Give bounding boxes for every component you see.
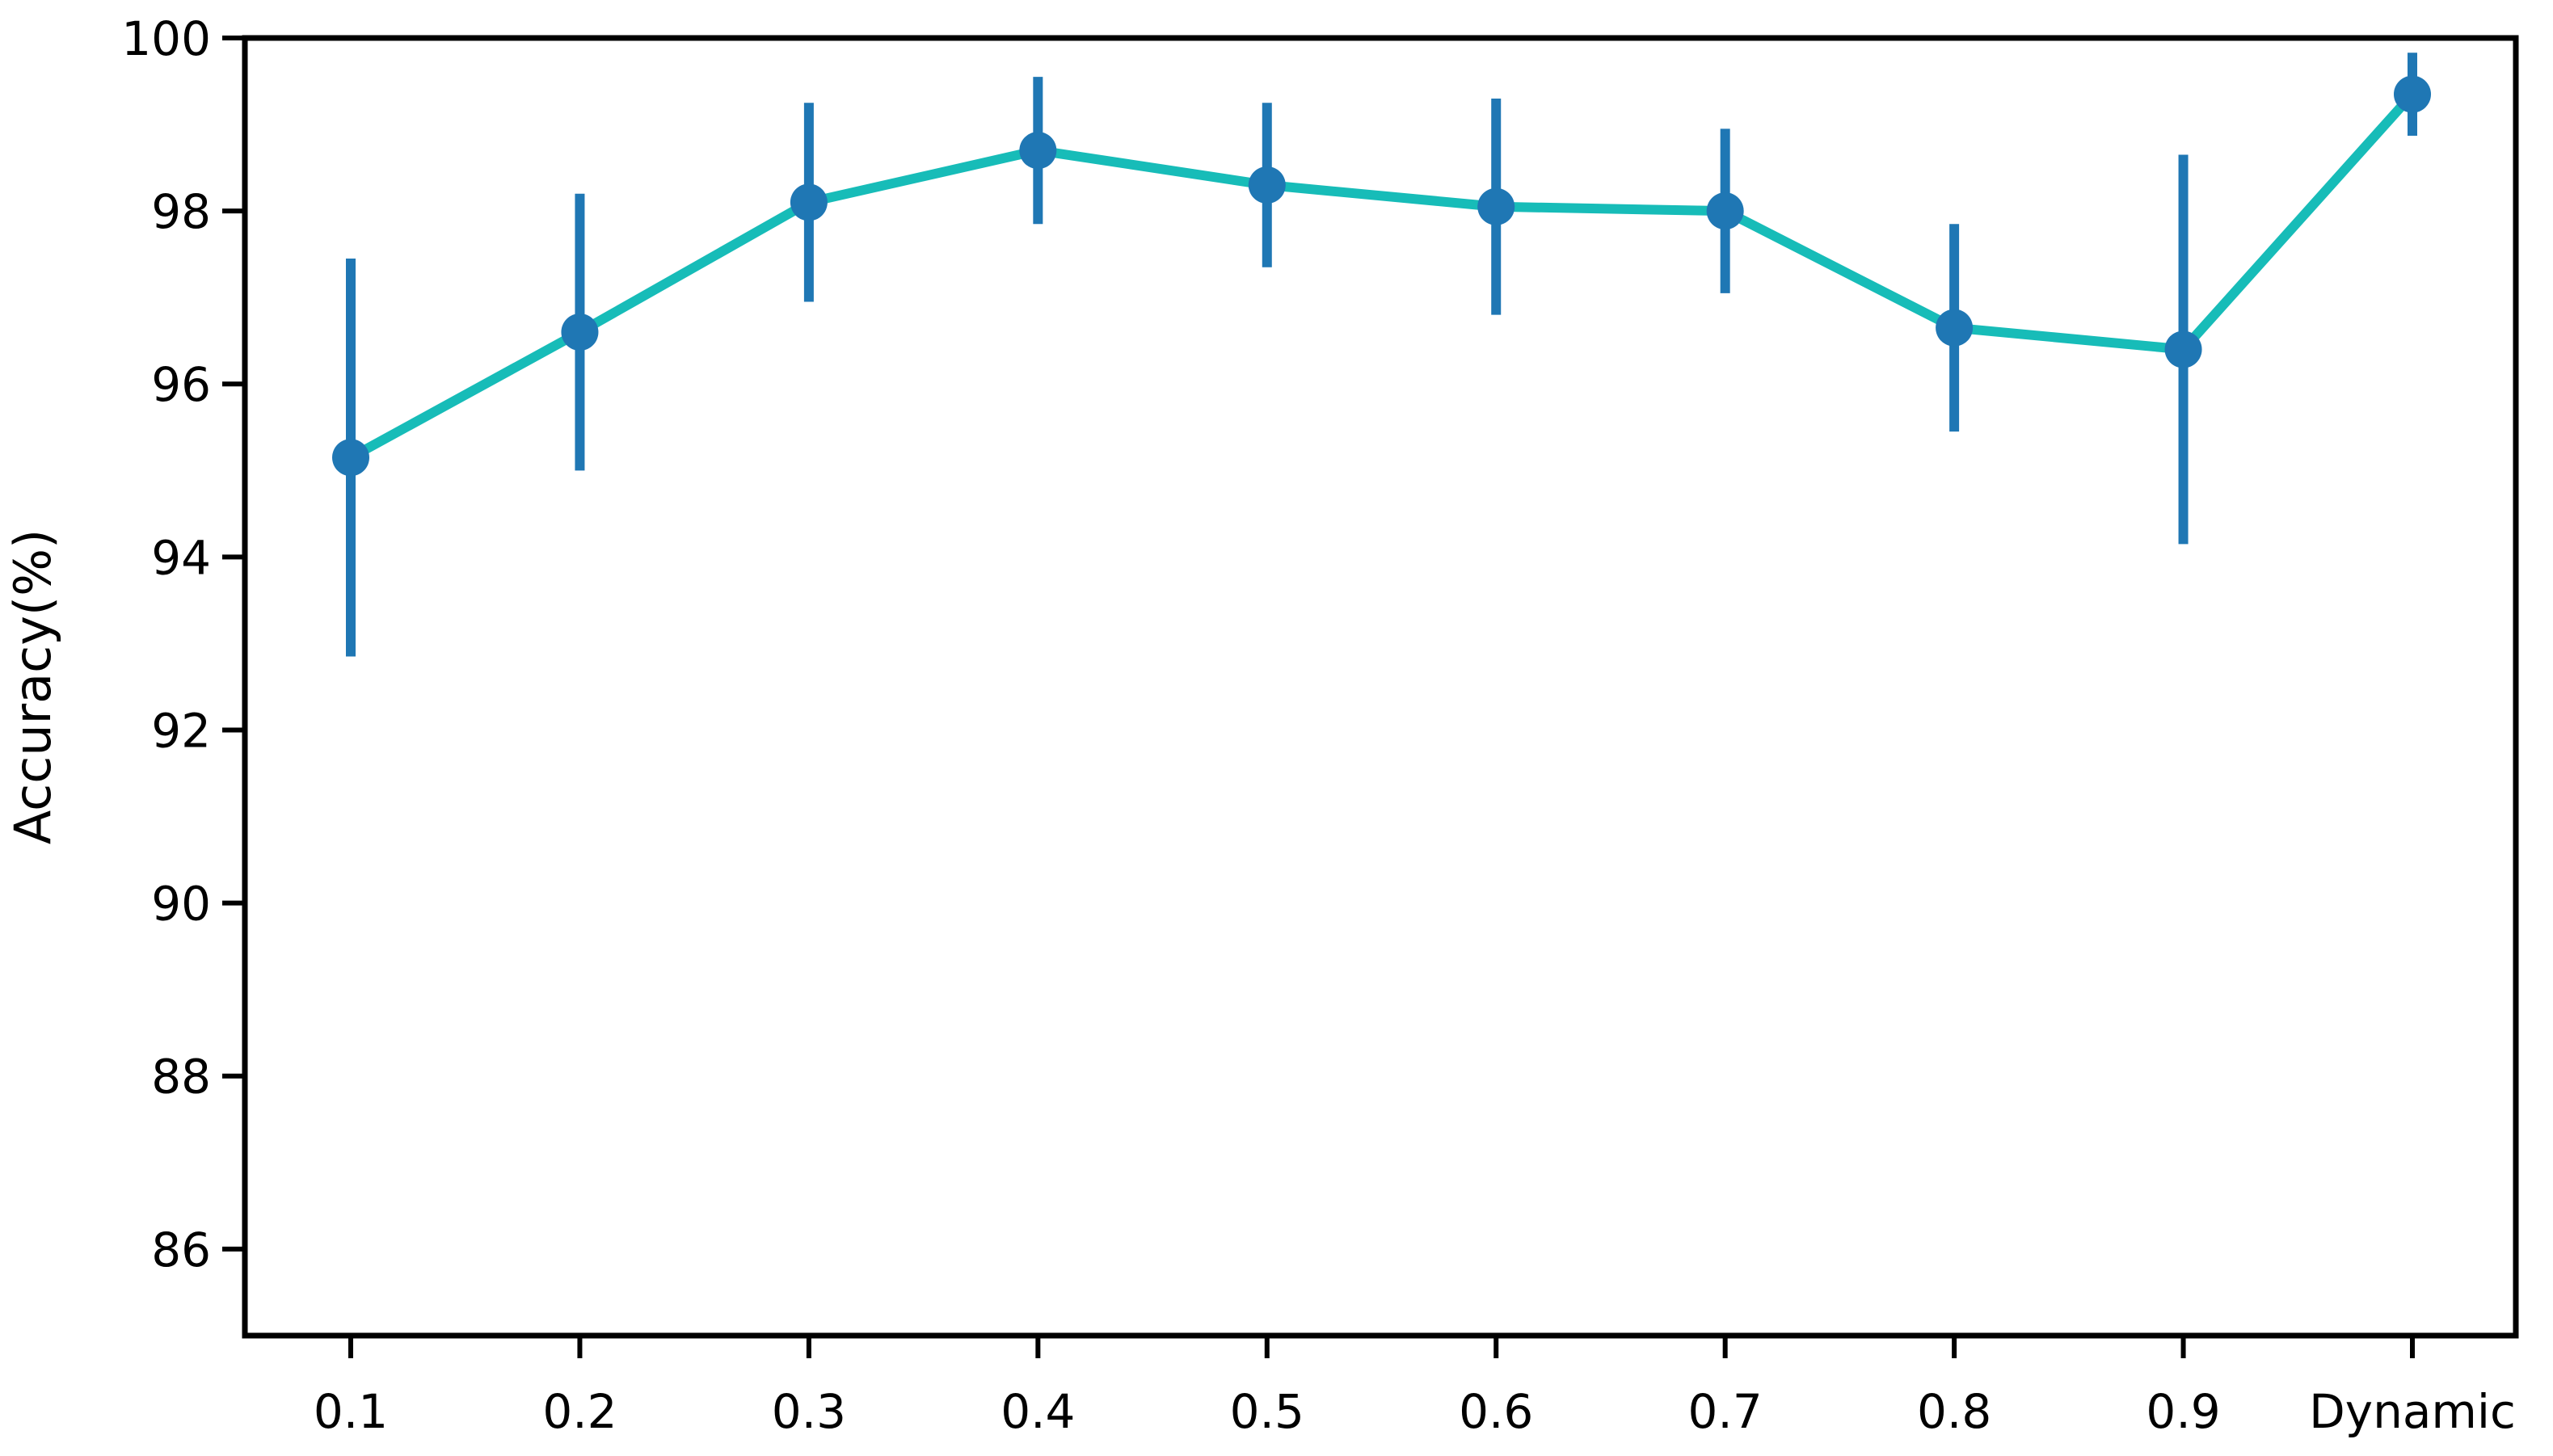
data-point-marker [2394, 75, 2431, 113]
series-line [346, 89, 2417, 463]
data-point-marker [2164, 330, 2202, 368]
data-point-marker [1477, 187, 1515, 225]
data-point-marker [1706, 192, 1744, 230]
y-tick-label: 98 [151, 184, 211, 239]
x-tick-label: 0.3 [772, 1384, 846, 1439]
x-tick-label: 0.9 [2146, 1384, 2220, 1439]
y-tick-label: 100 [121, 11, 211, 66]
plot-area: 86 88 90 92 94 96 98 100 0.1 0.2 0.3 0.4 0.5 0.6 0.7 0.… [121, 11, 2519, 1439]
y-tick-label: 96 [151, 357, 211, 412]
y-tick-label: 92 [151, 703, 211, 758]
x-tick-label: 0.6 [1459, 1384, 1533, 1439]
x-tick-label: Dynamic [2309, 1384, 2516, 1439]
x-tick-label: 0.1 [314, 1384, 388, 1439]
data-point-marker [561, 314, 599, 351]
y-tick-label: 90 [151, 877, 211, 932]
x-tick-label: 0.8 [1917, 1384, 1991, 1439]
y-tick-label: 88 [151, 1050, 211, 1105]
data-point-marker [1248, 166, 1286, 204]
x-tick-label: 0.4 [1001, 1384, 1075, 1439]
x-tick-label: 0.2 [542, 1384, 617, 1439]
x-tick-label: 0.7 [1688, 1384, 1763, 1439]
y-axis-label: Accuracy(%) [3, 529, 62, 844]
y-tick-label: 86 [151, 1222, 211, 1277]
data-point-marker [332, 439, 369, 477]
y-tick-label: 94 [151, 530, 211, 585]
axes-frame [242, 35, 2519, 1339]
data-point-marker [1019, 132, 1057, 170]
x-tick-label: 0.5 [1230, 1384, 1304, 1439]
data-point-marker [790, 183, 828, 221]
data-point-marker [1936, 309, 1974, 347]
